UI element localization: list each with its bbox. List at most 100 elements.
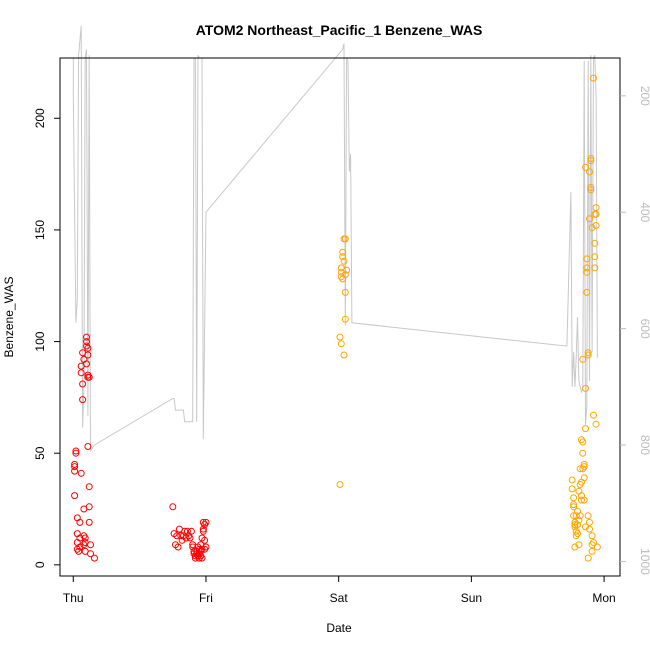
plot-frame xyxy=(59,57,621,577)
data-point-series-1 xyxy=(199,525,207,533)
secondary-line-layer xyxy=(72,25,598,453)
data-point-series-2 xyxy=(583,268,591,276)
data-point-series-1 xyxy=(84,351,92,359)
data-point-series-2 xyxy=(574,530,581,538)
y-tick-label: 50 xyxy=(33,446,47,460)
axes-layer: Thu Fri Sat Sun Mon 0 50 100 150 200 200 400 600 800 1… xyxy=(33,57,650,605)
data-point-series-1 xyxy=(72,449,80,457)
data-point-series-2 xyxy=(574,521,581,529)
data-point-series-2 xyxy=(579,438,587,446)
data-point-series-1 xyxy=(198,554,206,562)
data-point-series-2 xyxy=(336,333,344,341)
data-point-series-2 xyxy=(337,340,345,348)
data-point-series-2 xyxy=(590,411,597,419)
y-tick-label: 200 xyxy=(33,108,47,128)
data-point-series-1 xyxy=(76,518,84,526)
data-point-series-2 xyxy=(590,74,597,82)
data-point-series-2 xyxy=(586,168,593,176)
data-point-series-1 xyxy=(186,534,194,542)
data-point-series-2 xyxy=(568,485,576,493)
x-tick-label: Fri xyxy=(199,591,213,605)
data-point-series-2 xyxy=(340,351,348,359)
data-point-series-2 xyxy=(591,253,599,261)
data-point-series-2 xyxy=(341,288,349,296)
data-point-series-2 xyxy=(579,355,587,363)
data-point-series-2 xyxy=(570,494,578,502)
y-axis-label: Benzene_WAS xyxy=(2,277,16,358)
data-point-series-2 xyxy=(341,315,349,323)
data-point-series-2 xyxy=(575,541,583,549)
x-tick-label: Sun xyxy=(461,591,482,605)
data-point-series-1 xyxy=(169,503,177,511)
data-point-series-2 xyxy=(588,224,596,232)
data-point-series-2 xyxy=(570,501,578,509)
data-point-series-1 xyxy=(79,396,87,404)
y-tick-label: 100 xyxy=(33,331,47,351)
data-point-series-2 xyxy=(590,539,597,546)
data-point-series-1 xyxy=(178,536,186,544)
data-point-series-2 xyxy=(582,523,589,531)
data-point-series-2 xyxy=(580,496,588,504)
chart-title: ATOM2 Northeast_Pacific_1 Benzene_WAS xyxy=(196,22,483,38)
y2-tick-label: 200 xyxy=(638,86,650,106)
data-point-series-2 xyxy=(591,239,599,247)
data-point-series-1 xyxy=(79,380,87,388)
data-point-series-1 xyxy=(201,536,209,544)
data-point-series-2 xyxy=(341,235,349,243)
points-layer xyxy=(71,74,601,562)
data-point-series-2 xyxy=(588,547,596,555)
data-point-series-2 xyxy=(582,384,589,392)
x-tick-label: Thu xyxy=(63,591,84,605)
y2-tick-label: 800 xyxy=(638,435,650,455)
data-point-series-2 xyxy=(583,264,591,272)
data-point-series-1 xyxy=(199,527,207,535)
data-point-series-2 xyxy=(568,476,576,484)
data-point-series-2 xyxy=(571,521,579,529)
data-point-series-1 xyxy=(76,543,84,551)
data-point-series-2 xyxy=(340,257,348,265)
data-point-series-1 xyxy=(72,447,80,455)
data-point-series-1 xyxy=(76,534,84,542)
data-point-series-2 xyxy=(580,463,588,471)
data-point-series-1 xyxy=(71,467,79,475)
data-point-series-1 xyxy=(181,527,189,535)
y2-tick-label: 400 xyxy=(638,202,650,222)
data-point-series-1 xyxy=(83,360,90,368)
data-point-series-1 xyxy=(71,492,79,500)
data-point-series-2 xyxy=(592,222,600,229)
data-point-series-2 xyxy=(339,253,347,261)
y2-tick-label: 600 xyxy=(638,319,650,339)
data-point-series-2 xyxy=(584,554,592,562)
data-point-series-2 xyxy=(584,351,592,359)
data-point-series-1 xyxy=(174,543,182,551)
data-point-series-2 xyxy=(341,271,349,279)
data-point-series-2 xyxy=(591,264,599,272)
data-point-series-1 xyxy=(84,443,92,450)
data-point-series-1 xyxy=(85,483,93,491)
data-point-series-1 xyxy=(91,554,98,562)
y2-tick-label: 1000 xyxy=(638,548,650,575)
data-point-series-1 xyxy=(83,333,90,341)
data-point-series-1 xyxy=(81,534,89,542)
data-point-series-2 xyxy=(592,420,600,428)
data-point-series-2 xyxy=(580,474,588,482)
data-point-series-2 xyxy=(570,503,578,511)
data-point-series-1 xyxy=(84,344,92,352)
y-tick-label: 0 xyxy=(33,561,47,568)
data-point-series-2 xyxy=(576,512,584,520)
x-tick-label: Mon xyxy=(592,591,615,605)
data-point-series-1 xyxy=(85,518,93,526)
data-point-series-2 xyxy=(593,543,601,551)
data-point-series-2 xyxy=(588,532,596,540)
data-point-series-2 xyxy=(587,186,595,194)
data-point-series-2 xyxy=(578,496,585,504)
data-point-series-1 xyxy=(87,550,94,558)
data-point-series-1 xyxy=(71,460,79,468)
data-point-series-2 xyxy=(587,184,595,191)
data-point-series-1 xyxy=(189,543,197,551)
data-point-series-1 xyxy=(77,369,85,377)
data-point-series-1 xyxy=(85,503,93,511)
data-point-series-1 xyxy=(85,373,93,381)
